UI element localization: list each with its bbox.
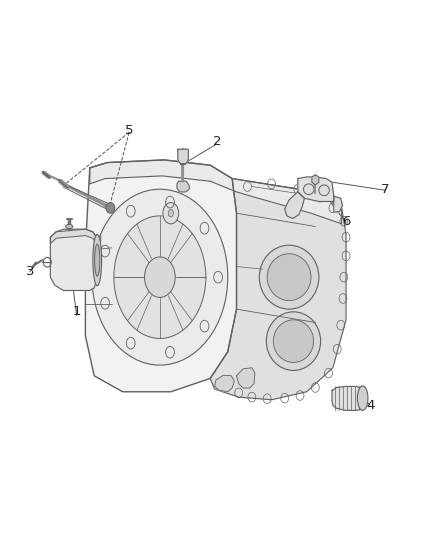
Text: 1: 1 xyxy=(72,305,81,318)
Ellipse shape xyxy=(267,254,311,301)
Ellipse shape xyxy=(273,320,314,362)
Polygon shape xyxy=(50,229,96,290)
Text: 5: 5 xyxy=(125,124,134,137)
Ellipse shape xyxy=(106,203,115,213)
Text: 2: 2 xyxy=(212,135,221,148)
Polygon shape xyxy=(50,229,101,244)
Polygon shape xyxy=(298,177,334,201)
Ellipse shape xyxy=(114,216,206,338)
Polygon shape xyxy=(285,192,304,219)
Ellipse shape xyxy=(145,257,175,297)
Polygon shape xyxy=(237,368,255,388)
Ellipse shape xyxy=(92,189,228,365)
Ellipse shape xyxy=(266,312,321,370)
Polygon shape xyxy=(210,179,346,400)
Ellipse shape xyxy=(93,235,102,286)
Polygon shape xyxy=(178,149,188,164)
Text: 3: 3 xyxy=(25,265,34,278)
Ellipse shape xyxy=(259,245,319,309)
Polygon shape xyxy=(177,181,189,192)
Text: 6: 6 xyxy=(342,215,350,228)
Ellipse shape xyxy=(95,244,100,276)
Polygon shape xyxy=(332,386,363,410)
Text: 7: 7 xyxy=(381,183,390,196)
Polygon shape xyxy=(312,175,319,185)
Polygon shape xyxy=(215,375,234,392)
Ellipse shape xyxy=(66,224,73,229)
Ellipse shape xyxy=(163,203,179,224)
Polygon shape xyxy=(90,160,342,224)
Ellipse shape xyxy=(357,386,368,410)
Text: 4: 4 xyxy=(366,399,374,411)
Ellipse shape xyxy=(168,209,173,217)
Polygon shape xyxy=(85,160,237,392)
Polygon shape xyxy=(334,196,343,212)
